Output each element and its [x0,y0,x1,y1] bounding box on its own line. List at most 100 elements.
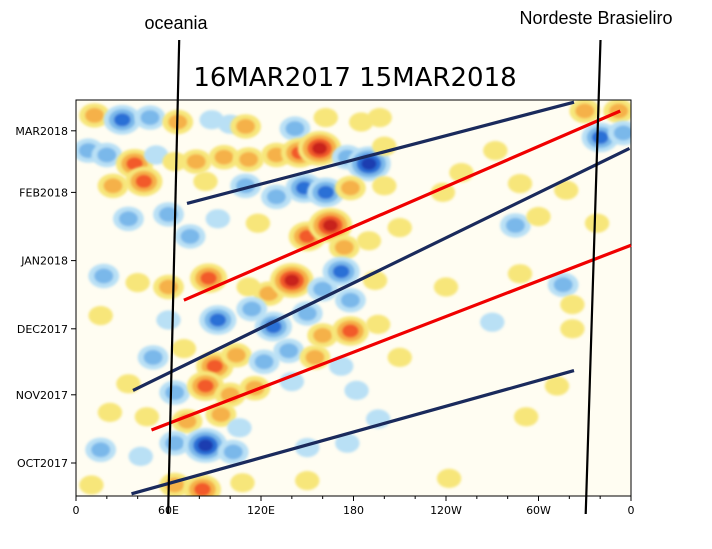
anomaly-contour [313,281,333,297]
anomaly-blob [308,208,353,243]
anomaly-contour [334,239,354,255]
anomaly-contour [335,433,360,453]
anomaly-blob [183,474,222,496]
anomaly-contour [259,286,279,302]
anomaly-contour [480,312,505,332]
anomaly-blob [372,176,397,196]
anomaly-blob [569,100,601,124]
anomaly-contour [85,107,104,123]
anomaly-blob [153,202,184,227]
x-tick-label: 180 [343,504,364,517]
anomaly-contour [209,313,227,327]
anomaly-contour [200,271,217,285]
anomaly-blob [331,316,370,346]
anomaly-contour [297,305,317,321]
anomaly-blob [113,206,144,231]
anomaly-blob [313,108,338,128]
x-tick-label: 60W [526,504,551,517]
anomaly-blob [103,105,141,135]
anomaly-blob [220,343,252,368]
anomaly-blob [97,402,123,422]
anomaly-field [76,100,631,496]
anomaly-blob [162,152,187,172]
anomaly-contour [180,228,200,244]
anomaly-contour [91,442,111,458]
anomaly-contour [560,319,585,339]
anomaly-contour [591,130,609,144]
anomaly-blob [125,273,150,293]
anomaly-contour [118,211,138,227]
anomaly-blob [499,213,531,238]
anomaly-blob [180,149,212,174]
annotation-lines [131,39,632,515]
anomaly-blob [143,145,169,165]
anomaly-contour [613,125,631,141]
anomaly-contour [526,207,551,227]
anomaly-contour [342,324,359,338]
anomaly-blob [153,274,184,300]
anomaly-contour [94,268,114,284]
anomaly-blob [174,224,206,249]
anomaly-contour [128,446,153,466]
anomaly-contour [134,407,160,427]
anomaly-blob [307,177,345,208]
anomaly-blob [483,141,508,161]
anomaly-contour [505,217,525,233]
anomaly-contour [483,141,508,161]
anomaly-blob [547,272,579,297]
anomaly-contour [97,402,123,422]
region-boundary-line [167,39,181,515]
anomaly-blob [245,213,271,233]
anomaly-contour [214,149,234,165]
anomaly-contour [226,347,246,363]
anomaly-blob [88,263,120,289]
anomaly-contour [344,380,369,400]
anomaly-blob [349,112,374,132]
anomaly-contour [197,379,214,393]
anomaly-contour [159,206,178,222]
anomaly-contour [197,439,214,452]
anomaly-contour [97,147,117,163]
anomaly-blob [387,347,412,367]
anomaly-contour [199,110,224,130]
anomaly-contour [239,151,259,167]
red-phase-line [183,109,621,302]
anomaly-contour [125,273,150,293]
anomaly-contour [313,327,333,343]
anomaly-blob [233,147,265,172]
red-phase-line [150,243,632,432]
anomaly-contour [156,310,181,330]
anomaly-blob [186,371,225,401]
anomaly-blob [433,277,459,297]
anomaly-contour [194,482,211,496]
anomaly-blob [297,131,342,166]
anomaly-contour [103,178,123,194]
anomaly-contour [284,274,300,287]
anomaly-contour [387,218,412,238]
anomaly-blob [367,108,392,128]
anomaly-blob [128,446,153,466]
anomaly-contour [317,185,335,199]
anomaly-blob [97,173,129,198]
anomaly-blob [270,263,314,298]
anomaly-contour [285,121,305,137]
anomaly-blob [116,374,141,394]
anomaly-blob [171,339,197,359]
anomaly-contour [328,356,354,376]
anomaly-contour [223,444,243,460]
region-boundary-line [584,39,602,515]
anomaly-blob [560,319,585,339]
y-tick-label: DEC2017 [17,323,68,336]
anomaly-contour [205,209,231,229]
anomaly-contour [206,359,224,373]
anomaly-blob [307,323,339,348]
anomaly-blob [560,295,585,315]
anomaly-blob [513,407,539,427]
anomaly-blob [91,142,123,168]
anomaly-blob [183,428,228,463]
anomaly-contour [387,347,412,367]
anomaly-contour [211,407,231,423]
anomaly-blob [554,180,579,200]
anomaly-contour [113,113,131,127]
